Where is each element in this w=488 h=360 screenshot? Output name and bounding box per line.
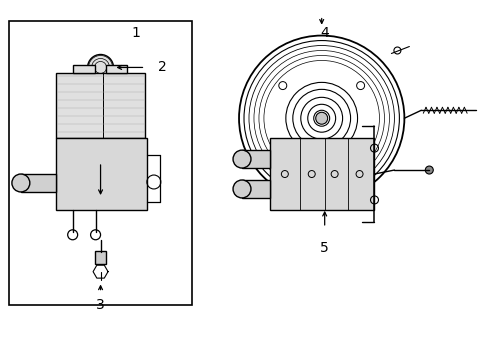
Text: 1: 1 bbox=[131, 26, 140, 40]
Circle shape bbox=[425, 166, 432, 174]
Bar bbox=[105, 66, 127, 73]
Circle shape bbox=[87, 54, 113, 80]
Circle shape bbox=[233, 180, 250, 198]
Bar bbox=[56, 73, 145, 138]
Text: 2: 2 bbox=[158, 60, 166, 75]
Bar bbox=[242, 150, 269, 168]
Circle shape bbox=[315, 112, 327, 124]
Bar bbox=[242, 180, 269, 198]
Bar bbox=[269, 138, 374, 210]
Circle shape bbox=[67, 230, 78, 240]
Text: 5: 5 bbox=[320, 241, 328, 255]
Text: 4: 4 bbox=[320, 26, 328, 40]
Bar bbox=[9, 21, 192, 305]
Bar bbox=[73, 66, 94, 73]
Bar bbox=[56, 138, 147, 210]
Circle shape bbox=[12, 174, 30, 192]
Circle shape bbox=[90, 230, 101, 240]
Bar bbox=[95, 251, 106, 264]
Bar bbox=[21, 174, 56, 192]
Text: 3: 3 bbox=[96, 297, 105, 311]
Circle shape bbox=[233, 150, 250, 168]
